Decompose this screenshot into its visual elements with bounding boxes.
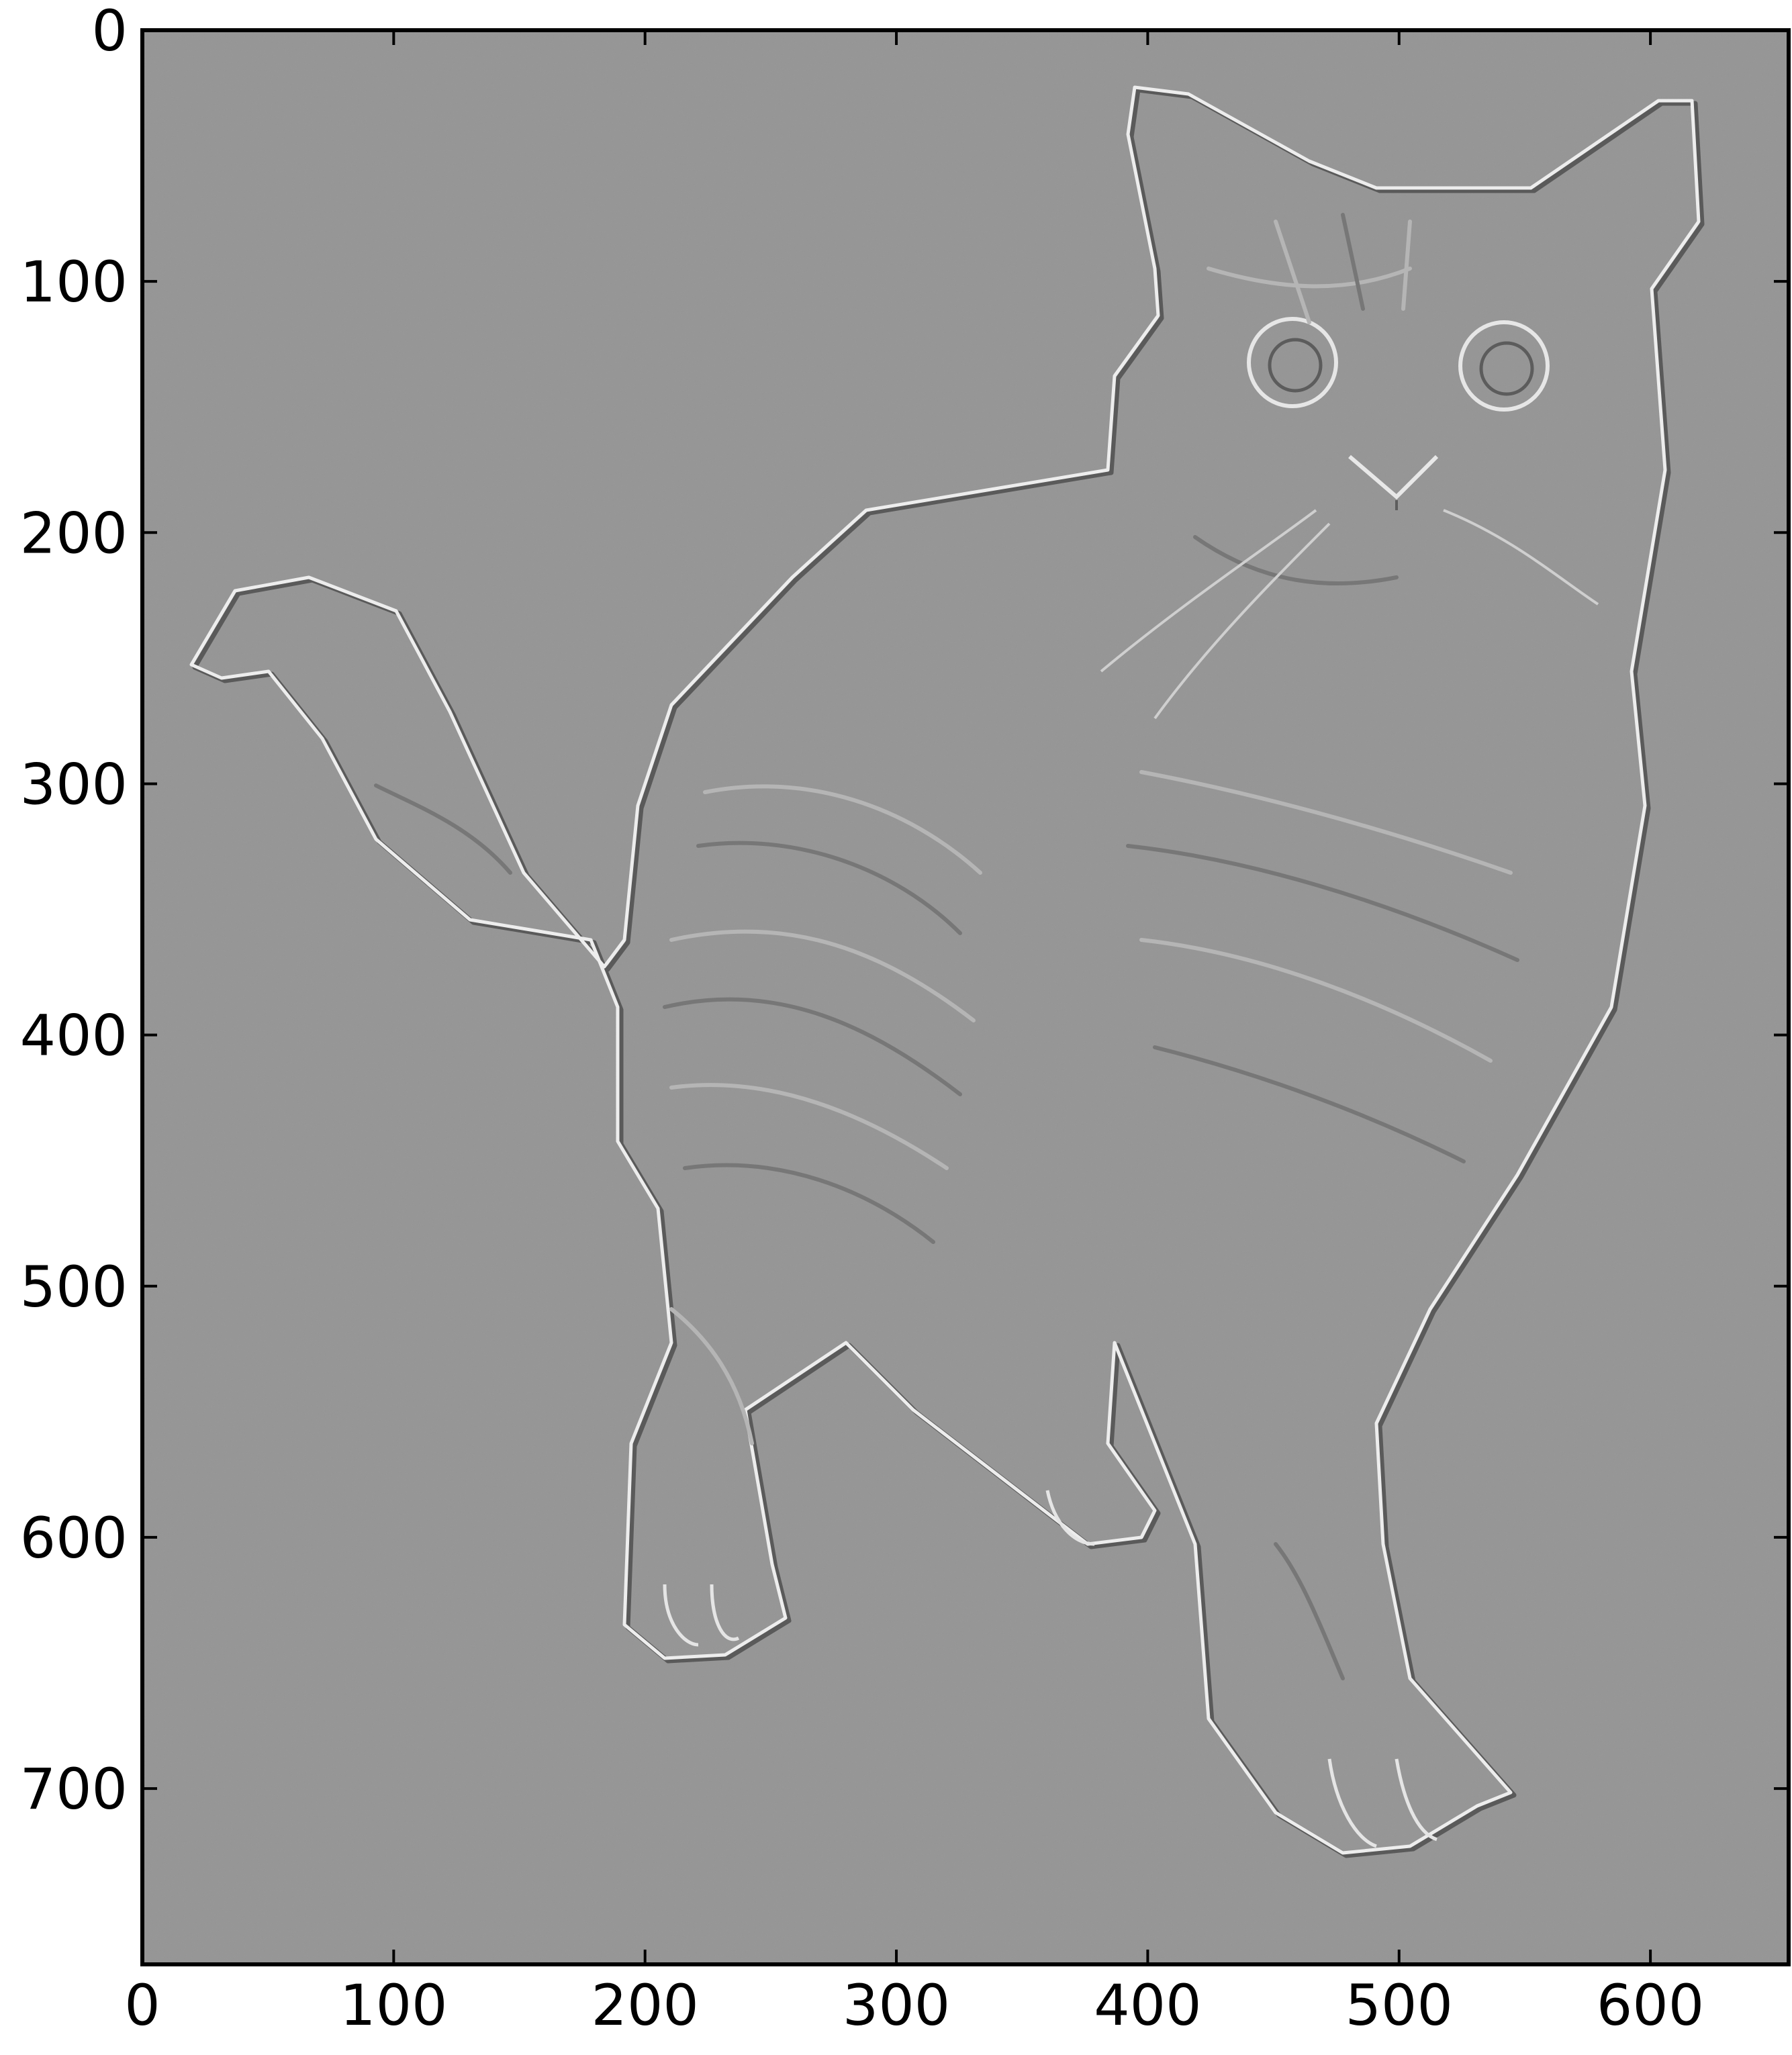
cat-nose xyxy=(1348,455,1439,500)
y-tick-label: 100 xyxy=(20,249,128,315)
y-tick-label: 700 xyxy=(20,1756,128,1822)
y-tick-label: 200 xyxy=(20,500,128,566)
y-tick-label: 500 xyxy=(20,1254,128,1320)
y-tick-label: 600 xyxy=(20,1505,128,1571)
axes-frame xyxy=(140,28,1791,1966)
x-tick-label: 400 xyxy=(1094,1972,1201,2038)
cat-paws xyxy=(663,1490,1437,1848)
cat-whiskers xyxy=(1100,509,1599,720)
y-tick-label: 0 xyxy=(92,0,128,64)
x-tick-label: 600 xyxy=(1597,1972,1704,2038)
embossed-cat-image xyxy=(142,30,1789,1964)
cat-eyes xyxy=(1247,317,1550,412)
cat-outline xyxy=(189,85,1705,1858)
y-axis: 0 100 200 300 400 500 600 700 xyxy=(20,0,1789,1822)
x-tick-label: 0 xyxy=(124,1972,160,2038)
y-tick-label: 300 xyxy=(20,751,128,817)
fur-stripes xyxy=(374,213,1519,1680)
x-tick-label: 500 xyxy=(1346,1972,1453,2038)
x-tick-label: 200 xyxy=(592,1972,699,2038)
x-tick-label: 300 xyxy=(843,1972,950,2038)
x-axis: 0 100 200 300 400 500 600 xyxy=(124,30,1704,2038)
x-tick-label: 100 xyxy=(340,1972,447,2038)
y-tick-label: 400 xyxy=(20,1003,128,1069)
